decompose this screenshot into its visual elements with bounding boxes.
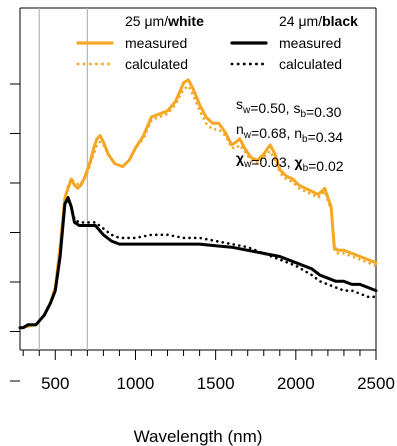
parameter-annotation: χw=0.03, χb=0.02 [236, 150, 344, 174]
legend-entry-label: measured [125, 35, 187, 51]
legend-title: 24 μm/black [279, 13, 358, 29]
x-tick-label: 2500 [357, 374, 395, 393]
x-axis-ticks: 500 1000 1500 2000 2500 [22, 350, 395, 393]
x-tick-label: 1000 [117, 374, 155, 393]
y-axis-ticks [10, 83, 20, 382]
series-layer [18, 78, 378, 330]
plot-frame [19, 7, 377, 351]
x-axis-label: Wavelength (nm) [134, 427, 263, 446]
series-line-0 [18, 78, 378, 330]
x-tick-label: 1500 [197, 374, 235, 393]
legend-title: 25 μm/white [125, 13, 204, 29]
x-tick-label: 500 [41, 374, 69, 393]
legend-entry-label: calculated [125, 56, 188, 72]
legend-entry-label: calculated [279, 56, 342, 72]
legend-entry-label: measured [279, 35, 341, 51]
legend: 25 μm/white measured calculated 24 μm/black… [76, 13, 358, 72]
x-tick-label: 2000 [277, 374, 315, 393]
series-line-1 [63, 84, 378, 268]
parameter-annotation: sw=0.50, sb=0.30 [236, 96, 342, 120]
series-line-3 [63, 199, 378, 299]
parameter-annotation: nw=0.68, nb=0.34 [236, 121, 343, 145]
series-line-2 [18, 196, 378, 330]
reference-lines [38, 8, 88, 350]
